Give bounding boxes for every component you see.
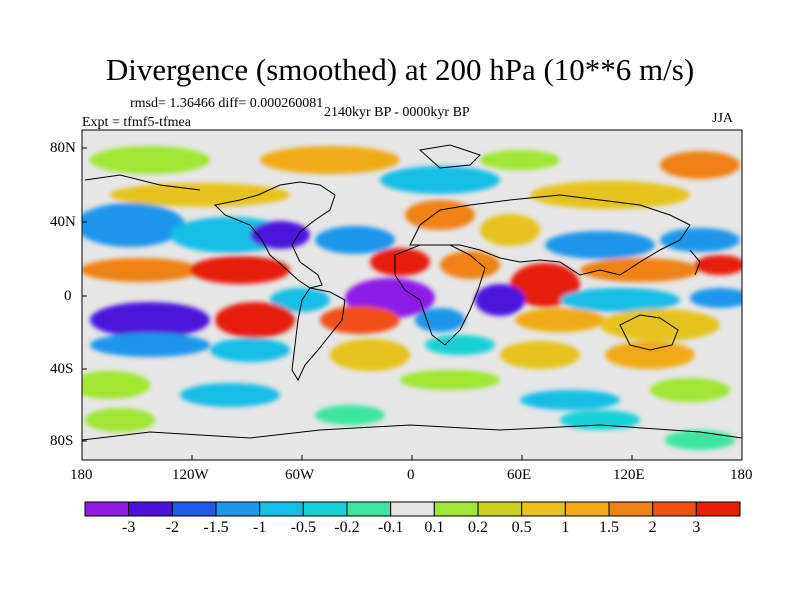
colorbar-label: -0.1 xyxy=(377,519,404,536)
colorbar-label: 0.5 xyxy=(511,519,532,536)
lon-label-120w: 120W xyxy=(172,467,209,483)
colorbar-swatch xyxy=(259,501,304,517)
lat-label-0: 0 xyxy=(64,288,72,304)
colorbar-label: 0.2 xyxy=(468,519,488,536)
colorbar-label: 0.1 xyxy=(424,519,445,536)
colorbar-swatch xyxy=(171,501,217,517)
colorbar-swatch xyxy=(477,501,523,517)
lon-label-60w: 60W xyxy=(285,467,315,483)
colorbar-label: -0.2 xyxy=(334,519,360,536)
contour-field xyxy=(82,130,742,460)
lon-label-180e: 180 xyxy=(730,467,753,483)
colorbar-swatch xyxy=(433,501,479,517)
lon-label-180w: 180 xyxy=(70,467,93,483)
lon-label-0: 0 xyxy=(407,467,415,483)
experiment-label: Expt = tfmf5-tfmea xyxy=(82,115,191,130)
period-label: 2140kyr BP - 0000kyr BP xyxy=(324,105,470,120)
season-label: JJA xyxy=(712,111,734,126)
colorbar-label: 1.5 xyxy=(599,519,619,536)
colorbar-label: -1.5 xyxy=(203,519,229,536)
colorbar-swatch xyxy=(521,501,566,517)
plot-title: Divergence (smoothed) at 200 hPa (10**6 … xyxy=(105,52,695,87)
colorbar-swatch xyxy=(695,501,741,517)
stats-text: rmsd= 1.36466 diff= 0.000260081 xyxy=(130,96,324,111)
lat-label-80n: 80N xyxy=(50,140,76,156)
colorbar-label: -0.5 xyxy=(290,519,316,536)
colorbar-swatch xyxy=(346,501,392,517)
lat-label-40n: 40N xyxy=(50,214,76,230)
colorbar-swatch xyxy=(652,501,697,517)
colorbar-label: 3 xyxy=(692,519,701,536)
colorbar-swatch xyxy=(608,501,654,517)
colorbar-swatch xyxy=(390,501,435,517)
colorbar-swatch xyxy=(84,501,130,517)
axis-ticks xyxy=(81,147,743,460)
colorbar xyxy=(84,501,741,517)
lon-label-120e: 120E xyxy=(613,467,645,483)
colorbar-label: 1 xyxy=(561,519,570,536)
colorbar-label: 2 xyxy=(648,519,657,536)
lat-label-40s: 40S xyxy=(50,361,74,377)
colorbar-label: -2 xyxy=(165,519,179,536)
colorbar-swatch xyxy=(215,501,261,517)
lon-label-60e: 60E xyxy=(507,467,532,483)
colorbar-swatch xyxy=(564,501,610,517)
colorbar-label: -1 xyxy=(252,519,267,536)
colorbar-swatch xyxy=(128,501,173,517)
coastlines xyxy=(82,144,742,441)
colorbar-label: -3 xyxy=(121,519,136,536)
colorbar-swatch xyxy=(302,501,348,517)
lat-label-80s: 80S xyxy=(50,433,74,449)
